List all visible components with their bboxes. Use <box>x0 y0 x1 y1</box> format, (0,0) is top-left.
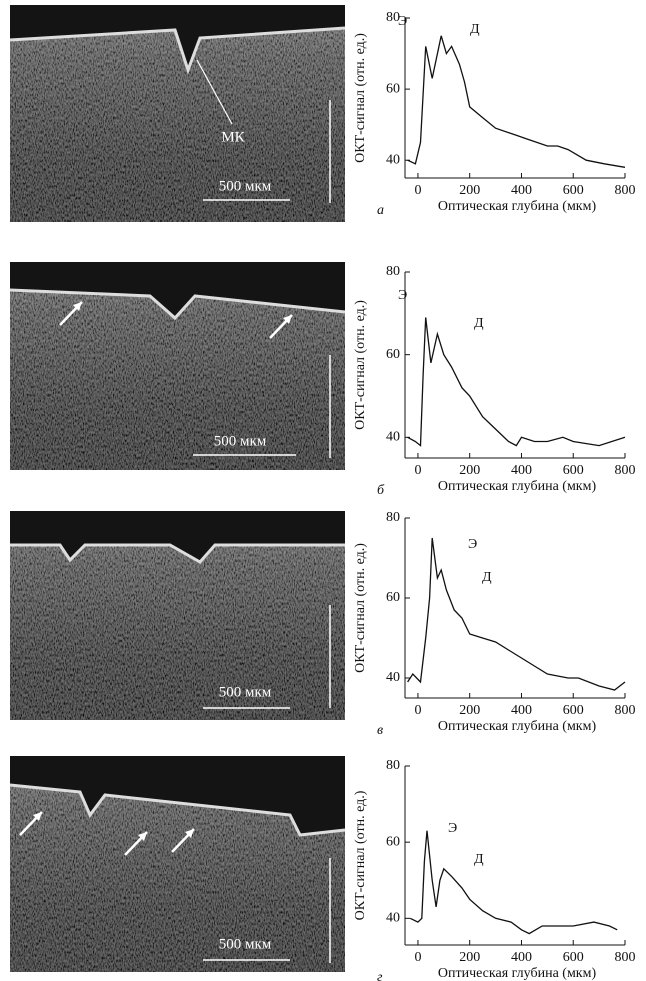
peak-annotation: Д <box>482 570 492 585</box>
peak-annotation: Д <box>474 316 484 331</box>
x-tick-label: 800 <box>615 463 636 478</box>
peak-annotation: Э <box>448 821 457 836</box>
y-axis-label: ОКТ-сигнал (отн. ед.) <box>353 543 368 673</box>
oct-image: 500 мкм МК <box>9 5 346 222</box>
y-axis-label: ОКТ-сигнал (отн. ед.) <box>353 300 368 430</box>
x-tick-label: 600 <box>563 183 584 198</box>
x-tick-label: 400 <box>511 950 532 965</box>
y-tick-label: 40 <box>386 670 400 685</box>
arrow-head <box>73 302 82 311</box>
arrow-head <box>185 829 194 838</box>
x-tick-label: 200 <box>459 950 480 965</box>
x-tick-label: 200 <box>459 703 480 718</box>
y-tick-label: 60 <box>386 834 400 849</box>
panel-label: г <box>377 970 383 981</box>
arrow-head <box>283 315 292 324</box>
x-tick-label: 600 <box>563 463 584 478</box>
y-axis-label: ОКТ-сигнал (отн. ед.) <box>353 33 368 163</box>
x-axis-label: Оптическая глубина (мкм) <box>438 719 597 734</box>
signal-line <box>407 317 626 447</box>
scale-bar-label: 500 мкм <box>219 178 272 194</box>
peak-annotation: Э <box>398 288 407 303</box>
signal-line <box>407 35 626 168</box>
x-tick-label: 600 <box>563 950 584 965</box>
peak-annotation: Э <box>398 14 407 29</box>
peak-annotation: Э <box>468 537 477 552</box>
y-tick-label: 80 <box>386 510 400 525</box>
x-tick-label: 200 <box>459 183 480 198</box>
x-tick-label: 800 <box>615 183 636 198</box>
scale-bar-label: 500 мкм <box>214 433 267 449</box>
arrow-head <box>33 812 42 821</box>
image-label: МК <box>221 129 245 145</box>
panel-label: б <box>377 483 385 498</box>
x-tick-label: 400 <box>511 463 532 478</box>
x-tick-label: 0 <box>414 183 421 198</box>
y-tick-label: 40 <box>386 152 400 167</box>
x-tick-label: 400 <box>511 703 532 718</box>
label-pointer <box>196 59 233 125</box>
x-tick-label: 0 <box>414 463 421 478</box>
peak-annotation: Д <box>474 852 484 867</box>
y-tick-label: 40 <box>386 430 400 445</box>
x-tick-label: 600 <box>563 703 584 718</box>
x-axis-label: Оптическая глубина (мкм) <box>438 479 597 494</box>
oct-image: 500 мкм <box>10 511 345 720</box>
peak-annotation: Д <box>470 22 480 37</box>
x-tick-label: 200 <box>459 463 480 478</box>
tissue-boundary <box>10 511 345 562</box>
scale-bar-label: 500 мкм <box>219 684 272 700</box>
y-tick-label: 80 <box>386 264 400 279</box>
surface-line <box>9 26 346 75</box>
scale-bar-label: 500 мкм <box>219 936 272 952</box>
x-axis-label: Оптическая глубина (мкм) <box>438 199 597 214</box>
y-tick-label: 80 <box>386 758 400 773</box>
surface-line <box>9 288 346 321</box>
panel-label: в <box>377 723 383 738</box>
oct-image: 500 мкм <box>9 756 346 972</box>
x-tick-label: 0 <box>414 950 421 965</box>
x-axis-label: Оптическая глубина (мкм) <box>438 966 597 981</box>
y-tick-label: 40 <box>386 911 400 926</box>
x-tick-label: 0 <box>414 703 421 718</box>
y-tick-label: 60 <box>386 590 400 605</box>
panel-label: а <box>377 203 384 218</box>
surface-line <box>9 783 346 837</box>
surface-line <box>10 543 345 564</box>
x-tick-label: 800 <box>615 703 636 718</box>
arrow-head <box>138 832 147 841</box>
y-tick-label: 80 <box>386 10 400 25</box>
y-tick-label: 60 <box>386 81 400 96</box>
oct-image: 500 мкм <box>9 262 346 470</box>
y-axis-label: ОКТ-сигнал (отн. ед.) <box>353 790 368 920</box>
y-tick-label: 60 <box>386 347 400 362</box>
signal-line <box>407 537 626 691</box>
tissue-boundary <box>10 262 345 318</box>
signal-line <box>409 830 618 935</box>
x-tick-label: 800 <box>615 950 636 965</box>
x-tick-label: 400 <box>511 183 532 198</box>
tissue-boundary <box>10 756 345 835</box>
